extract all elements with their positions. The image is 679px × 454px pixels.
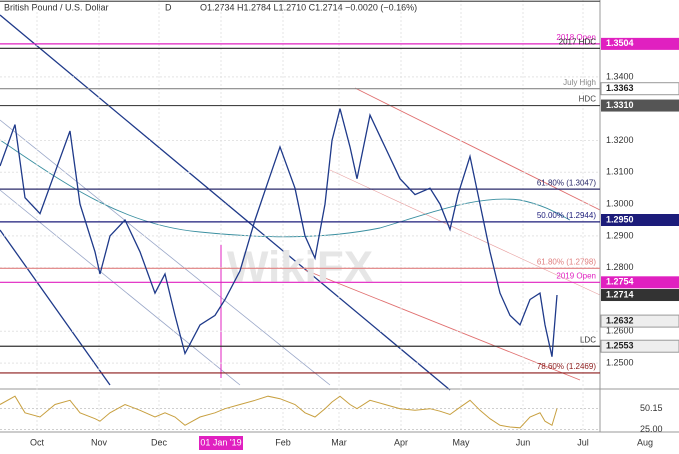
x-tick-label: Jun [516,437,531,447]
x-tick-label: Dec [151,437,168,447]
x-tick-label: Jul [577,437,589,447]
interval: D [165,2,172,12]
price-box-label: 1.2632 [606,315,634,325]
symbol: British Pound / U.S. Dollar [4,2,109,12]
level-label: July High [563,78,596,87]
price-box [601,289,679,302]
y-tick-label: 1.2900 [606,230,634,240]
level-label: HDC [579,95,597,104]
level-label: 2019 Open [556,271,596,280]
y-tick-label: 50.15 [640,403,663,413]
price-box-label: 1.3310 [606,100,634,110]
price-box-label: 1.2714 [606,289,634,299]
level-label: 2018 Open [556,33,596,42]
x-tick-label: Apr [394,437,408,447]
price-box-label: 1.3363 [606,83,634,93]
x-tick-highlight [199,436,243,450]
price-box-label: 1.2950 [606,214,634,224]
price-box-label: 1.2553 [606,341,634,351]
x-tick-label: Feb [275,437,291,447]
x-tick-label: May [452,437,470,447]
trendline [0,229,111,386]
price-box-label: 1.2754 [606,277,634,287]
x-tick-label: Oct [30,437,45,447]
price-line [0,108,558,357]
x-tick-label: Aug [637,437,653,447]
trendline [0,14,451,391]
x-tick-label: 01 Jan '19 [200,437,241,447]
level-label: 78.60% (1.2469) [537,362,596,371]
price-box [600,314,679,328]
y-tick-label: 1.3100 [606,167,634,177]
moving-average [0,139,571,238]
level-label: 61.80% (1.2798) [537,257,596,266]
trendline [329,169,601,296]
y-tick-label: 1.2800 [606,262,634,272]
trendline [304,269,581,381]
x-tick-label: Mar [331,437,347,447]
price-box [600,82,679,96]
level-label: 2017 HDC [559,37,597,46]
level-label: 50.00% (1.2944) [537,211,596,220]
price-box-label: 1.3504 [606,38,634,48]
y-tick-label: 1.3000 [606,198,634,208]
price-box [601,276,679,289]
ohlc: O1.2734 H1.2784 L1.2710 C1.2714 −0.0020 … [200,2,417,12]
y-tick-label: 25.00 [640,424,663,434]
level-label: 61.80% (1.3047) [537,178,596,187]
price-box [601,99,679,112]
y-tick-label: 1.3400 [606,71,634,81]
y-tick-label: 1.3200 [606,135,634,145]
rsi-line [0,395,558,429]
trendline [0,119,331,386]
price-box [601,214,679,226]
price-box [601,37,679,50]
watermark: WikiFX [227,243,373,292]
price-box [600,339,679,353]
y-tick-label: 1.2600 [606,326,634,336]
x-tick-label: Nov [91,437,108,447]
y-tick-label: 1.2500 [606,357,634,367]
level-label: LDC [580,335,596,344]
